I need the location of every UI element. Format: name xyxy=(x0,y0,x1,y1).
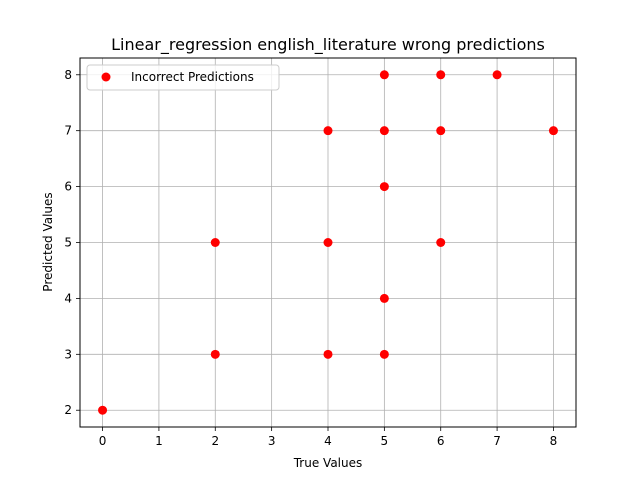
y-tick-label: 3 xyxy=(64,347,72,361)
y-tick-label: 7 xyxy=(64,124,72,138)
data-point xyxy=(379,70,389,80)
x-tick-label: 1 xyxy=(155,434,163,448)
data-point xyxy=(210,349,220,359)
x-tick-label: 2 xyxy=(211,434,219,448)
x-tick-label: 8 xyxy=(550,434,558,448)
legend-box xyxy=(86,64,280,91)
x-tick-label: 0 xyxy=(99,434,107,448)
point-layer xyxy=(98,70,558,415)
x-tick-label: 3 xyxy=(268,434,276,448)
y-tick-label: 4 xyxy=(64,291,72,305)
data-point xyxy=(323,126,333,136)
legend-label: Incorrect Predictions xyxy=(131,70,254,84)
data-point xyxy=(323,349,333,359)
x-tick-label: 7 xyxy=(493,434,501,448)
data-point xyxy=(436,70,446,80)
y-tick-label: 5 xyxy=(64,236,72,250)
data-point xyxy=(98,405,108,415)
data-point xyxy=(379,349,389,359)
x-axis-label: True Values xyxy=(293,456,363,470)
data-point xyxy=(379,126,389,136)
y-tick-label: 2 xyxy=(64,403,72,417)
y-tick-label: 8 xyxy=(64,68,72,82)
x-tick-label: 6 xyxy=(437,434,445,448)
data-point xyxy=(436,126,446,136)
data-point xyxy=(379,182,389,192)
data-point xyxy=(548,126,558,136)
x-tick-label: 5 xyxy=(381,434,389,448)
plot-frame xyxy=(79,57,577,428)
y-axis-label: Predicted Values xyxy=(41,192,55,291)
y-tick-label: 6 xyxy=(64,180,72,194)
tick-layer: 0 1 2 3 4 5 6 7 8 2 3 4 5 6 7 8 xyxy=(64,68,557,448)
legend: Incorrect Predictions xyxy=(86,64,280,91)
x-tick-label: 4 xyxy=(324,434,332,448)
data-point xyxy=(210,238,220,247)
data-point xyxy=(436,238,446,247)
data-point xyxy=(379,293,389,303)
chart-title: Linear_regression english_literature wro… xyxy=(111,35,545,55)
data-point xyxy=(323,238,333,247)
legend-marker xyxy=(101,72,111,82)
data-point xyxy=(492,70,502,80)
